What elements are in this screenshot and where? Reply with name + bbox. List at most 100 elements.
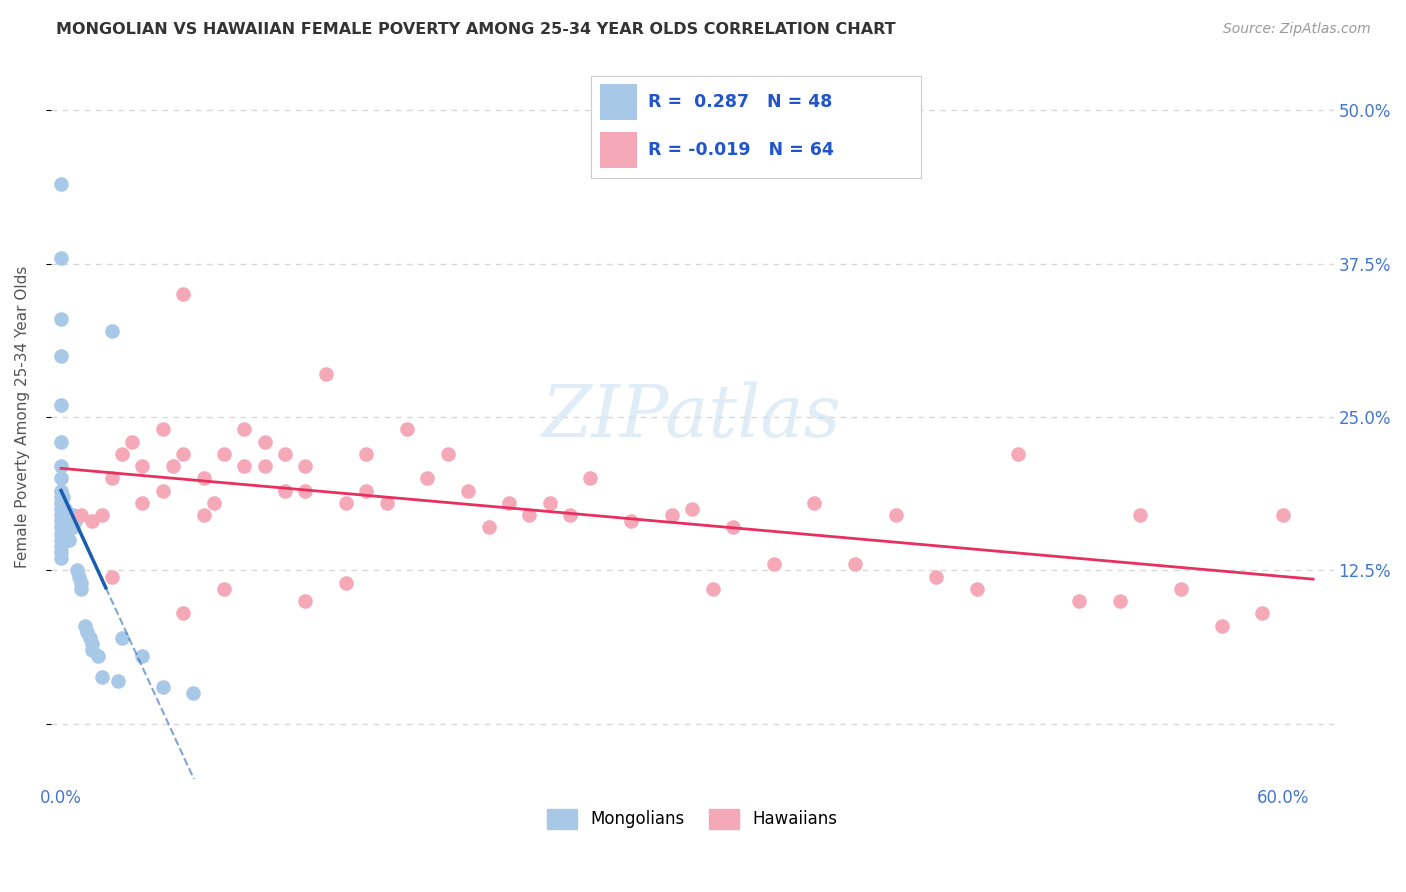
Point xyxy=(538,496,561,510)
Point xyxy=(75,618,97,632)
Point xyxy=(620,514,643,528)
FancyBboxPatch shape xyxy=(600,84,637,120)
Point xyxy=(49,471,72,485)
Point xyxy=(579,471,602,485)
Point xyxy=(66,563,89,577)
Point xyxy=(49,502,72,516)
Point xyxy=(90,670,112,684)
Point xyxy=(212,447,235,461)
Point xyxy=(437,447,460,461)
Point xyxy=(202,496,225,510)
Point xyxy=(375,496,398,510)
Text: ZIPatlas: ZIPatlas xyxy=(543,382,842,452)
Point xyxy=(152,680,174,694)
Point xyxy=(457,483,479,498)
Legend: Mongolians, Hawaiians: Mongolians, Hawaiians xyxy=(540,802,844,836)
Text: R =  0.287   N = 48: R = 0.287 N = 48 xyxy=(648,94,832,112)
Point xyxy=(49,398,72,412)
Point xyxy=(49,533,72,547)
Point xyxy=(681,502,703,516)
Point xyxy=(49,251,72,265)
Point xyxy=(79,631,101,645)
Point xyxy=(49,551,72,566)
Point xyxy=(884,508,907,523)
Point xyxy=(49,514,72,528)
Point xyxy=(212,582,235,596)
Point xyxy=(925,569,948,583)
Point xyxy=(121,434,143,449)
Point xyxy=(49,508,72,523)
Point xyxy=(844,558,866,572)
Point xyxy=(52,502,75,516)
Point xyxy=(416,471,439,485)
Point xyxy=(49,311,72,326)
Point xyxy=(558,508,581,523)
Point xyxy=(162,459,184,474)
Point xyxy=(56,508,79,523)
Point xyxy=(60,508,83,523)
Point xyxy=(49,496,72,510)
Point xyxy=(107,673,129,688)
Point xyxy=(67,569,90,583)
Point xyxy=(131,459,153,474)
Point xyxy=(49,349,72,363)
Point xyxy=(233,459,256,474)
Y-axis label: Female Poverty Among 25-34 Year Olds: Female Poverty Among 25-34 Year Olds xyxy=(15,266,30,568)
Point xyxy=(172,607,194,621)
Point xyxy=(253,434,276,449)
Point xyxy=(1067,594,1090,608)
Point xyxy=(101,324,124,338)
Point xyxy=(274,447,297,461)
Point xyxy=(70,582,93,596)
Point xyxy=(183,686,205,700)
Point xyxy=(49,545,72,559)
Point xyxy=(49,483,72,498)
Point xyxy=(477,520,499,534)
Point xyxy=(49,490,72,504)
Point xyxy=(152,422,174,436)
Text: R = -0.019   N = 64: R = -0.019 N = 64 xyxy=(648,141,834,159)
Point xyxy=(1271,508,1294,523)
Point xyxy=(65,514,87,528)
Point xyxy=(131,649,153,664)
Point xyxy=(49,539,72,553)
Point xyxy=(356,483,378,498)
Point xyxy=(172,287,194,301)
Point xyxy=(294,483,316,498)
Point xyxy=(315,367,337,381)
Point xyxy=(294,594,316,608)
Point xyxy=(70,575,93,590)
Point xyxy=(49,434,72,449)
Point xyxy=(335,575,357,590)
Point xyxy=(1108,594,1130,608)
Point xyxy=(90,508,112,523)
Point xyxy=(396,422,419,436)
Point xyxy=(152,483,174,498)
Point xyxy=(661,508,683,523)
Point xyxy=(172,447,194,461)
Point xyxy=(101,471,124,485)
Point xyxy=(86,649,108,664)
Point xyxy=(80,637,103,651)
Point xyxy=(76,624,98,639)
Point xyxy=(1129,508,1152,523)
Point xyxy=(58,533,80,547)
Point xyxy=(193,508,215,523)
Point xyxy=(294,459,316,474)
Point xyxy=(702,582,724,596)
Point xyxy=(111,447,134,461)
Point xyxy=(803,496,825,510)
Point xyxy=(62,520,84,534)
Point xyxy=(1007,447,1029,461)
Point xyxy=(111,631,134,645)
FancyBboxPatch shape xyxy=(600,132,637,168)
Point xyxy=(498,496,520,510)
Text: MONGOLIAN VS HAWAIIAN FEMALE POVERTY AMONG 25-34 YEAR OLDS CORRELATION CHART: MONGOLIAN VS HAWAIIAN FEMALE POVERTY AMO… xyxy=(56,22,896,37)
Point xyxy=(253,459,276,474)
Point xyxy=(1211,618,1233,632)
Point xyxy=(1170,582,1192,596)
Point xyxy=(62,508,84,523)
Point xyxy=(356,447,378,461)
Point xyxy=(1251,607,1274,621)
Point xyxy=(53,502,76,516)
